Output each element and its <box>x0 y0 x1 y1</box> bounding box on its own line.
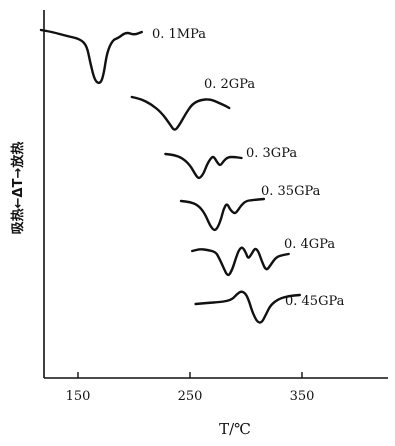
series-label-2: 0. 2GPa <box>204 77 255 92</box>
series-label-5: 0. 4GPa <box>284 237 335 252</box>
series-label-6: 0. 45GPa <box>285 294 345 309</box>
x-tick-label-150: 150 <box>66 389 91 404</box>
curve-series-4 <box>179 197 266 232</box>
series-label-1: 0. 1MPa <box>152 27 206 42</box>
curve-series-6 <box>194 290 301 324</box>
y-axis-title: 吸热←ΔT→放热 <box>10 142 26 235</box>
x-tick-label-350: 350 <box>290 389 315 404</box>
curve-series-1 <box>39 28 143 85</box>
curve-series-3 <box>164 152 243 180</box>
x-tick-label-250: 250 <box>178 389 203 404</box>
curve-series-5 <box>191 246 290 277</box>
curve-series-2 <box>130 95 231 131</box>
curves <box>39 28 301 324</box>
axes <box>43 10 388 379</box>
x-ticks: 150 250 350 <box>66 372 315 404</box>
series-label-3: 0. 3GPa <box>246 146 297 161</box>
x-axis-title: T/℃ <box>219 420 251 438</box>
series-label-4: 0. 35GPa <box>261 184 321 199</box>
series-labels: 0. 1MPa 0. 2GPa 0. 3GPa 0. 35GPa 0. 4GPa 0. 4… <box>152 27 345 309</box>
